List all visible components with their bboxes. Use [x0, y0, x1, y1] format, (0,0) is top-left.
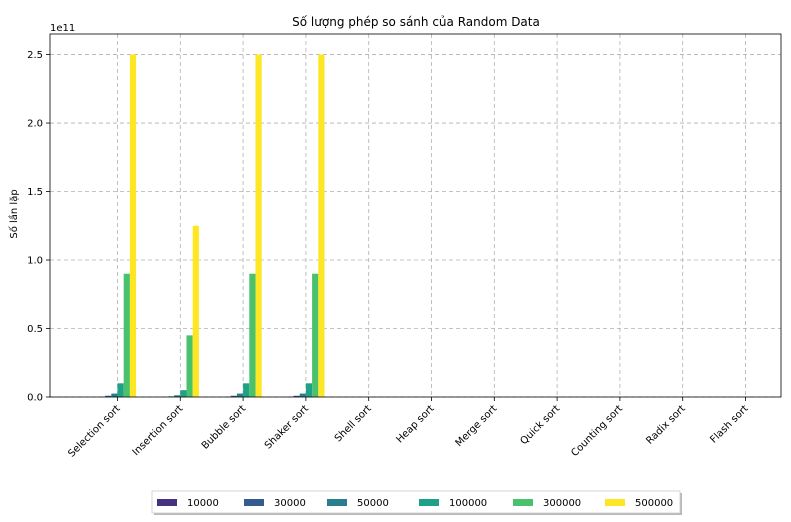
legend-label: 30000 — [274, 498, 306, 509]
y-axis-label: Số lần lặp — [8, 189, 20, 238]
bar — [299, 393, 306, 397]
x-tick-label: Heap sort — [394, 403, 436, 445]
bar — [249, 273, 256, 397]
x-tick-label: Quick sort — [519, 403, 563, 447]
bar — [117, 383, 124, 397]
bar — [312, 273, 319, 397]
bar — [305, 383, 313, 397]
bar — [230, 395, 237, 397]
bar — [111, 393, 118, 397]
legend-swatch — [605, 499, 625, 506]
legend-swatch — [419, 499, 439, 506]
grid — [50, 34, 781, 398]
x-tick-label: Shaker sort — [263, 403, 311, 451]
y-tick-label: 1.5 — [27, 187, 43, 198]
y-ticks: 0.0 0.5 1.0 1.5 2.0 2.5 — [27, 50, 50, 404]
y-tick-label: 1.0 — [27, 256, 43, 267]
x-tick-label: Merge sort — [454, 403, 500, 449]
y-tick-label: 0.5 — [27, 324, 43, 335]
legend-label: 10000 — [187, 498, 219, 509]
legend-swatch — [244, 499, 264, 506]
bar — [174, 395, 181, 397]
bar — [180, 390, 187, 397]
bar — [123, 273, 130, 397]
bar — [255, 54, 262, 397]
chart-title: Số lượng phép so sánh của Random Data — [292, 15, 540, 29]
bar — [293, 395, 300, 397]
x-ticks: Selection sort Insertion sort Bubble sort S… — [66, 397, 751, 460]
legend-label: 50000 — [357, 498, 389, 509]
x-tick-label: Selection sort — [66, 403, 122, 459]
bar — [243, 383, 250, 397]
y-tick-label: 0.0 — [27, 393, 43, 404]
y-scale-note: 1e11 — [50, 23, 75, 34]
legend-label: 300000 — [543, 498, 581, 509]
bar — [318, 54, 325, 397]
y-tick-label: 2.0 — [27, 119, 43, 130]
legend-box — [151, 490, 681, 514]
plot-frame — [49, 33, 782, 398]
y-tick-label: 2.5 — [27, 50, 43, 61]
bars — [98, 54, 325, 397]
x-tick-label: Insertion sort — [131, 403, 186, 458]
bar — [186, 335, 193, 397]
legend-swatch — [327, 499, 347, 506]
bar — [192, 225, 199, 397]
bar — [236, 393, 244, 397]
x-tick-label: Shell sort — [333, 403, 374, 444]
x-tick-label: Flash sort — [708, 403, 750, 445]
legend-label: 100000 — [449, 498, 487, 509]
legend-swatch — [513, 499, 533, 506]
bar — [129, 54, 137, 397]
x-tick-label: Bubble sort — [200, 403, 248, 451]
bar — [105, 395, 112, 397]
x-tick-label: Counting sort — [569, 403, 625, 459]
x-tick-label: Radix sort — [644, 403, 688, 447]
legend-label: 500000 — [635, 498, 673, 509]
legend-swatch — [157, 499, 177, 506]
legend: 10000 30000 50000 100000 300000 500000 — [151, 490, 682, 515]
